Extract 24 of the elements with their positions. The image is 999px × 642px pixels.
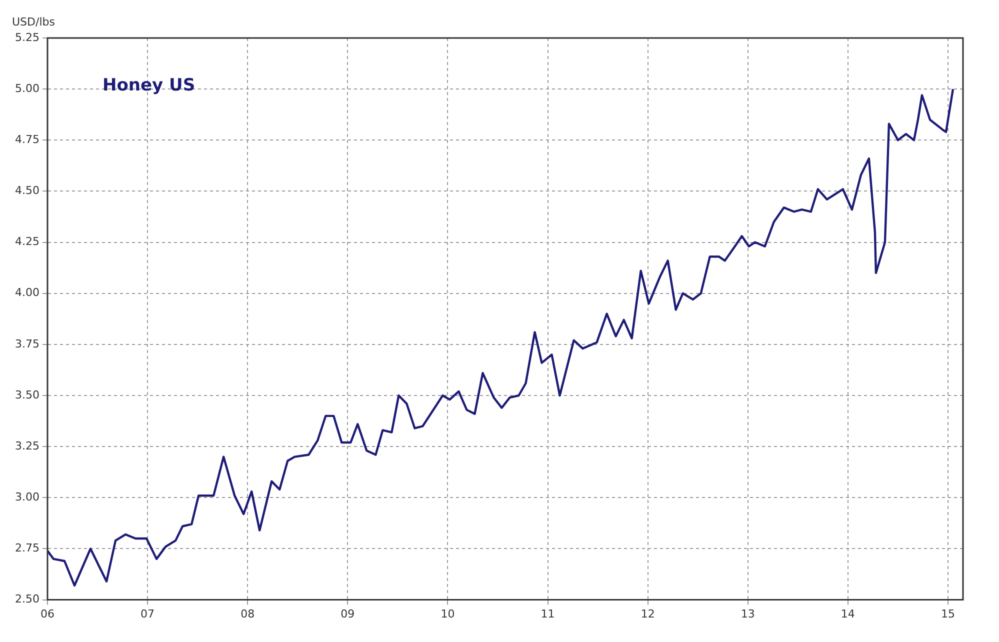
x-tick-label: 15 (940, 607, 955, 620)
y-tick-label: 3.75 (14, 337, 40, 350)
x-tick-label: 08 (240, 607, 255, 620)
y-tick-label: 4.25 (14, 235, 40, 248)
y-tick-label: 5.00 (14, 82, 40, 95)
y-tick-label: 3.25 (14, 439, 40, 452)
x-tick-label: 07 (140, 607, 155, 620)
y-tick-label: 3.50 (14, 388, 40, 402)
y-tick-label: 4.75 (14, 133, 40, 146)
y-axis-title: USD/lbs (12, 15, 56, 28)
x-tick-label: 10 (440, 607, 455, 620)
x-tick-label: 06 (40, 607, 54, 620)
x-tick-label: 14 (840, 607, 855, 620)
y-tick-label: 2.75 (14, 542, 40, 555)
x-tick-label: 11 (540, 607, 555, 620)
y-tick-label: 2.50 (14, 592, 40, 606)
x-tick-label: 13 (740, 607, 755, 620)
x-tick-label: 12 (640, 607, 655, 620)
text: Honey US (102, 75, 196, 96)
y-tick-label: 4.50 (14, 184, 40, 198)
x-tick-label: 09 (340, 607, 355, 620)
y-tick-label: 4.00 (14, 286, 40, 300)
y-tick-label: 5.25 (14, 30, 40, 44)
y-tick-label: 3.00 (14, 490, 40, 504)
